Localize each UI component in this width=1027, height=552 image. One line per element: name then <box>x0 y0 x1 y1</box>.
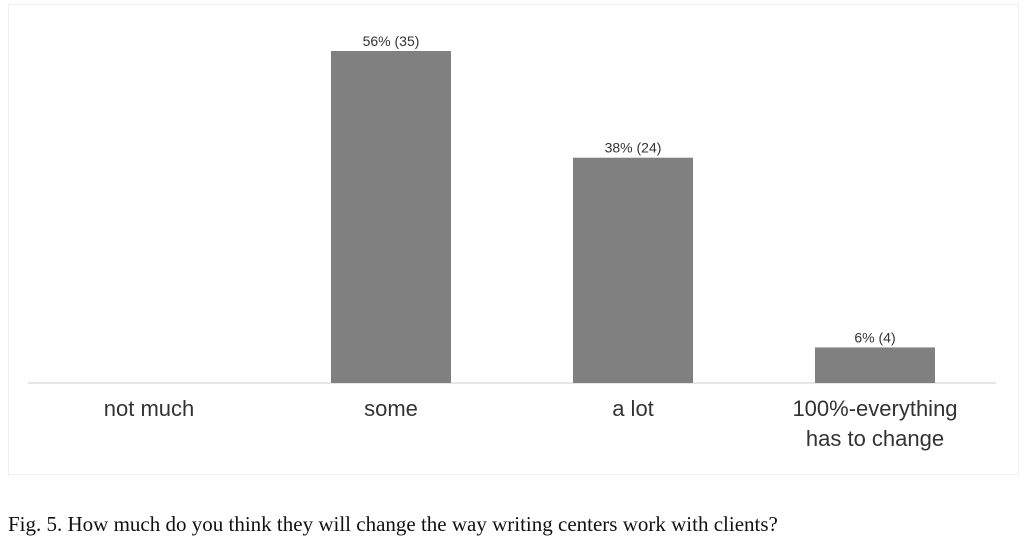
data-label: 38% (24) <box>605 140 662 156</box>
data-label: 56% (35) <box>363 33 420 49</box>
bar <box>573 157 693 383</box>
x-tick-label: not much <box>103 396 195 421</box>
chart-frame <box>8 4 1019 475</box>
bar <box>815 347 935 383</box>
x-tick-label: a lot <box>612 396 654 421</box>
x-tick-label: some <box>364 396 418 421</box>
figure-caption: Fig. 5. How much do you think they will … <box>8 512 778 536</box>
bar <box>331 51 451 383</box>
x-tick-label: 100%-everything has to change <box>792 396 958 451</box>
data-label: 6% (4) <box>854 329 895 345</box>
chart: 56% (35) 38% (24) 6% (4) <box>8 4 1019 475</box>
